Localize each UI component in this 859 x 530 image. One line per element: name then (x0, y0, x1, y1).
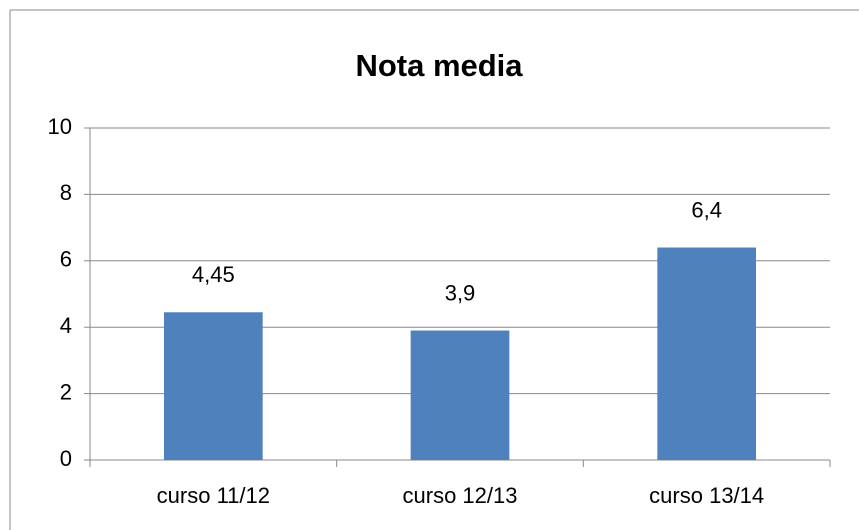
y-tick-label: 6 (60, 247, 72, 272)
bar (657, 247, 756, 460)
y-tick-label: 8 (60, 180, 72, 205)
y-tick-label: 2 (60, 379, 72, 404)
x-tick-label: curso 11/12 (157, 483, 270, 508)
y-tick-label: 0 (60, 446, 72, 471)
data-label: 4,45 (192, 262, 235, 287)
chart-title: Nota media (355, 48, 523, 83)
x-tick-label: curso 13/14 (649, 483, 764, 508)
bar (410, 330, 510, 460)
bar (164, 312, 263, 460)
y-tick-label: 10 (48, 114, 72, 139)
data-label: 3,9 (445, 280, 476, 305)
y-tick-label: 4 (60, 313, 72, 338)
data-label: 6,4 (691, 197, 722, 222)
x-tick-label: curso 12/13 (403, 483, 518, 508)
